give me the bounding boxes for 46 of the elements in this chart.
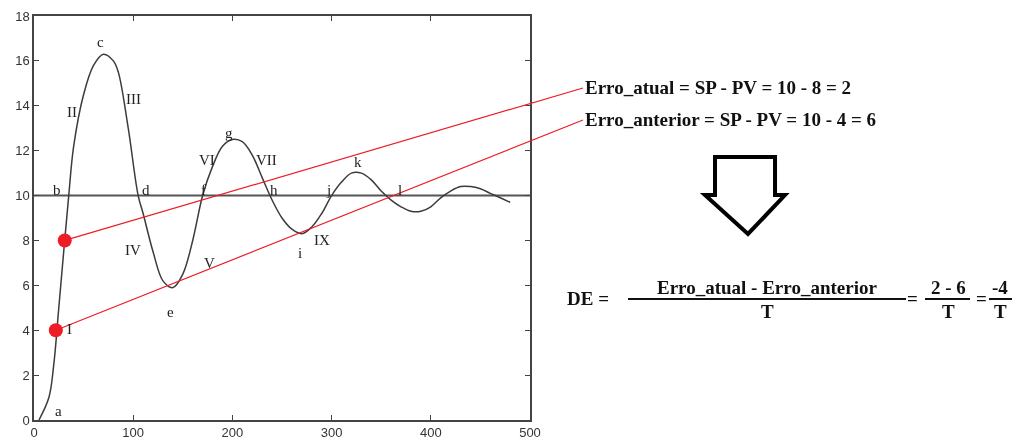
text: T: [761, 301, 774, 322]
annotation: V: [204, 255, 215, 271]
y-tick-label: 14: [15, 98, 30, 114]
y-tick-label: 6: [22, 277, 30, 293]
annotation: i: [298, 245, 303, 261]
annotation: VI: [199, 152, 215, 168]
text: T: [942, 301, 955, 322]
y-tick-label: 8: [22, 232, 30, 248]
annotation: d: [142, 182, 150, 198]
y-tick-label: 0: [22, 412, 30, 428]
annotation: e: [167, 304, 174, 320]
y-tick-label: 10: [15, 188, 30, 204]
y-tick-label: 18: [15, 8, 30, 24]
y-tick-label: 2: [22, 367, 30, 383]
y-tick-label: 16: [15, 53, 30, 69]
annotation: Erro_anterior = SP - PV = 10 - 4 = 6: [585, 109, 877, 130]
annotation: j: [326, 182, 332, 198]
x-tick-label: 200: [221, 425, 244, 441]
annotation: VII: [256, 152, 277, 168]
annotation: IV: [125, 242, 141, 258]
annotation: Erro_atual = SP - PV = 10 - 8 = 2: [585, 77, 852, 98]
annotation: f: [201, 182, 206, 198]
annotation: a: [55, 403, 62, 419]
annotation: g: [225, 125, 233, 141]
text: T: [994, 301, 1007, 322]
x-tick-label: 500: [519, 425, 541, 441]
annotation: h: [270, 182, 278, 198]
annotation: l: [398, 182, 403, 198]
annotation: c: [97, 34, 104, 50]
x-tick-label: 300: [320, 425, 343, 441]
annotation: III: [126, 91, 141, 107]
x-tick-label: 400: [419, 425, 442, 441]
annotation: b: [53, 182, 61, 198]
y-tick-label: 4: [22, 322, 30, 338]
text: DE =: [567, 288, 609, 309]
annotation: k: [354, 154, 362, 170]
text: =: [976, 288, 987, 309]
annotation: II: [67, 104, 77, 120]
x-tick-label: 100: [122, 425, 145, 441]
text: -4: [992, 277, 1009, 298]
annotation: IX: [314, 232, 330, 248]
annotation: I: [67, 321, 72, 337]
text: =: [907, 288, 918, 309]
text: Erro_atual - Erro_anterior: [657, 277, 878, 298]
y-tick-label: 12: [15, 143, 30, 159]
text: 2 - 6: [931, 277, 966, 298]
